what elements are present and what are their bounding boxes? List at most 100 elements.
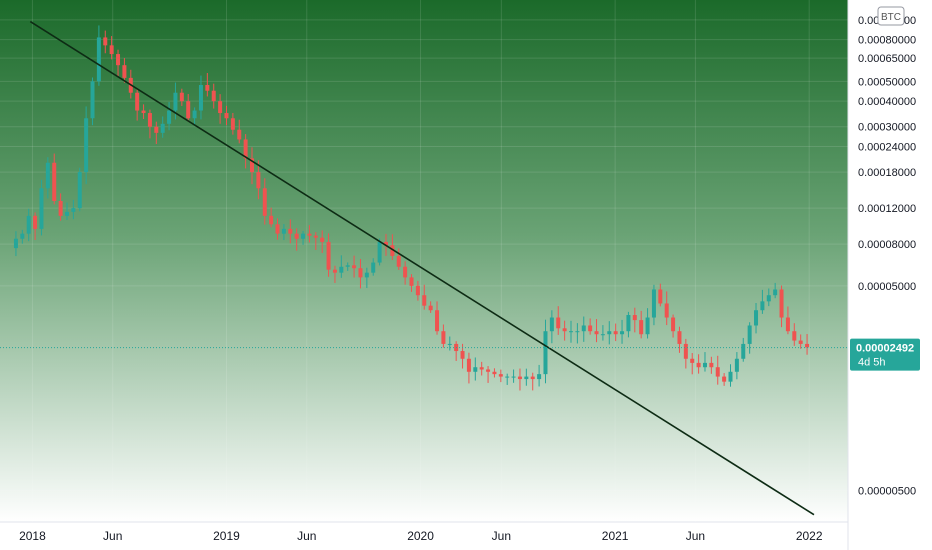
candle-body bbox=[313, 235, 318, 238]
candle-body bbox=[326, 241, 331, 270]
candle-body bbox=[109, 45, 114, 55]
candle-body bbox=[179, 92, 184, 102]
candle-body bbox=[651, 289, 656, 318]
candle-body bbox=[243, 139, 248, 159]
candle-body bbox=[728, 371, 733, 382]
candle-body bbox=[307, 233, 312, 236]
price-tick-label: 0.00005000 bbox=[858, 281, 916, 293]
price-tick-label: 0.00000500 bbox=[858, 485, 916, 497]
price-axis-background bbox=[848, 0, 932, 550]
trendline-layer bbox=[29, 20, 815, 516]
price-tick-label: 0.00080000 bbox=[858, 35, 916, 47]
candle-body bbox=[262, 188, 267, 216]
candle-body bbox=[537, 374, 542, 380]
price-tick-label: 0.00012000 bbox=[858, 203, 916, 215]
candle-body bbox=[447, 343, 452, 345]
currency-badge[interactable]: BTC bbox=[877, 6, 905, 26]
time-axis-background bbox=[0, 522, 848, 550]
candle-body bbox=[64, 211, 69, 216]
candle-body bbox=[294, 233, 299, 239]
candle-body bbox=[600, 334, 605, 336]
candle-body bbox=[677, 331, 682, 344]
candle-body bbox=[377, 241, 382, 263]
candle-body bbox=[186, 101, 191, 119]
candle-body bbox=[39, 188, 44, 229]
candle-body bbox=[269, 215, 274, 225]
time-tick-label: Jun bbox=[686, 529, 705, 543]
candle-body bbox=[549, 317, 554, 332]
candle-body bbox=[626, 315, 631, 332]
candle-body bbox=[760, 301, 765, 311]
candle-body bbox=[422, 295, 427, 306]
candle-body bbox=[160, 123, 165, 133]
candle-body bbox=[562, 328, 567, 332]
candle-body bbox=[575, 331, 580, 333]
candle-body bbox=[116, 54, 121, 66]
candle-body bbox=[639, 320, 644, 335]
candle-body bbox=[301, 233, 306, 239]
candle-body bbox=[135, 92, 140, 111]
candle-body bbox=[192, 110, 197, 119]
price-tick-label: 0.00024000 bbox=[858, 142, 916, 154]
candle-body bbox=[690, 358, 695, 363]
candle-body bbox=[683, 343, 688, 359]
candle-body bbox=[26, 215, 31, 234]
currency-badge-label: BTC bbox=[881, 12, 901, 23]
candle-body bbox=[33, 215, 38, 229]
candle-body bbox=[84, 118, 89, 173]
candle-body bbox=[479, 367, 484, 370]
candle-body bbox=[96, 37, 101, 82]
candle-body bbox=[352, 265, 357, 269]
candle-body bbox=[409, 277, 414, 286]
candle-body bbox=[173, 92, 178, 111]
candle-body bbox=[645, 317, 650, 335]
candle-body bbox=[517, 376, 522, 380]
candle-body bbox=[747, 325, 752, 344]
candle-body bbox=[256, 172, 261, 189]
grid-lines bbox=[0, 0, 848, 522]
candle-body bbox=[441, 331, 446, 344]
candle-body bbox=[486, 369, 491, 372]
current-price-badge: 0.00002492 4d 5h bbox=[850, 338, 920, 371]
candle-body bbox=[466, 358, 471, 372]
candle-body bbox=[594, 331, 599, 335]
candle-body bbox=[671, 317, 676, 332]
candle-body bbox=[505, 376, 510, 378]
candle-body bbox=[71, 208, 76, 212]
candle-body bbox=[428, 305, 433, 311]
time-tick-label: Jun bbox=[297, 529, 316, 543]
candle-body bbox=[473, 367, 478, 372]
current-price-badge-box bbox=[850, 338, 920, 371]
time-axis-labels: 2018 Jun 2019 Jun 2020 Jun 2021 Jun 2022 bbox=[19, 529, 823, 543]
price-tick-label: 0.00040000 bbox=[858, 96, 916, 108]
candle-body bbox=[581, 325, 586, 332]
candle-body bbox=[785, 317, 790, 332]
candle-body bbox=[607, 331, 612, 335]
candle-body bbox=[702, 362, 707, 368]
candle-body bbox=[147, 113, 152, 127]
candle-body bbox=[345, 265, 350, 267]
candle-body bbox=[805, 343, 810, 348]
candle-body bbox=[141, 110, 146, 114]
candle-body bbox=[734, 358, 739, 372]
time-tick-label: 2021 bbox=[602, 529, 629, 543]
candle-body bbox=[390, 245, 395, 256]
trendline bbox=[29, 20, 815, 516]
candle-body bbox=[339, 266, 344, 273]
candle-body bbox=[779, 289, 784, 318]
candle-body bbox=[658, 289, 663, 304]
current-price-countdown: 4d 5h bbox=[858, 357, 886, 369]
candle-body bbox=[543, 331, 548, 375]
time-tick-label: 2022 bbox=[796, 529, 823, 543]
candle-body bbox=[696, 362, 701, 368]
candle-body bbox=[52, 162, 57, 201]
candle-body bbox=[798, 340, 803, 344]
candle-body bbox=[218, 101, 223, 114]
candle-body bbox=[211, 90, 216, 102]
price-tick-label: 0.00050000 bbox=[858, 76, 916, 88]
candle-body bbox=[358, 268, 363, 278]
candle-body bbox=[237, 129, 242, 140]
candle-body bbox=[20, 233, 25, 239]
candle-body bbox=[205, 84, 210, 91]
